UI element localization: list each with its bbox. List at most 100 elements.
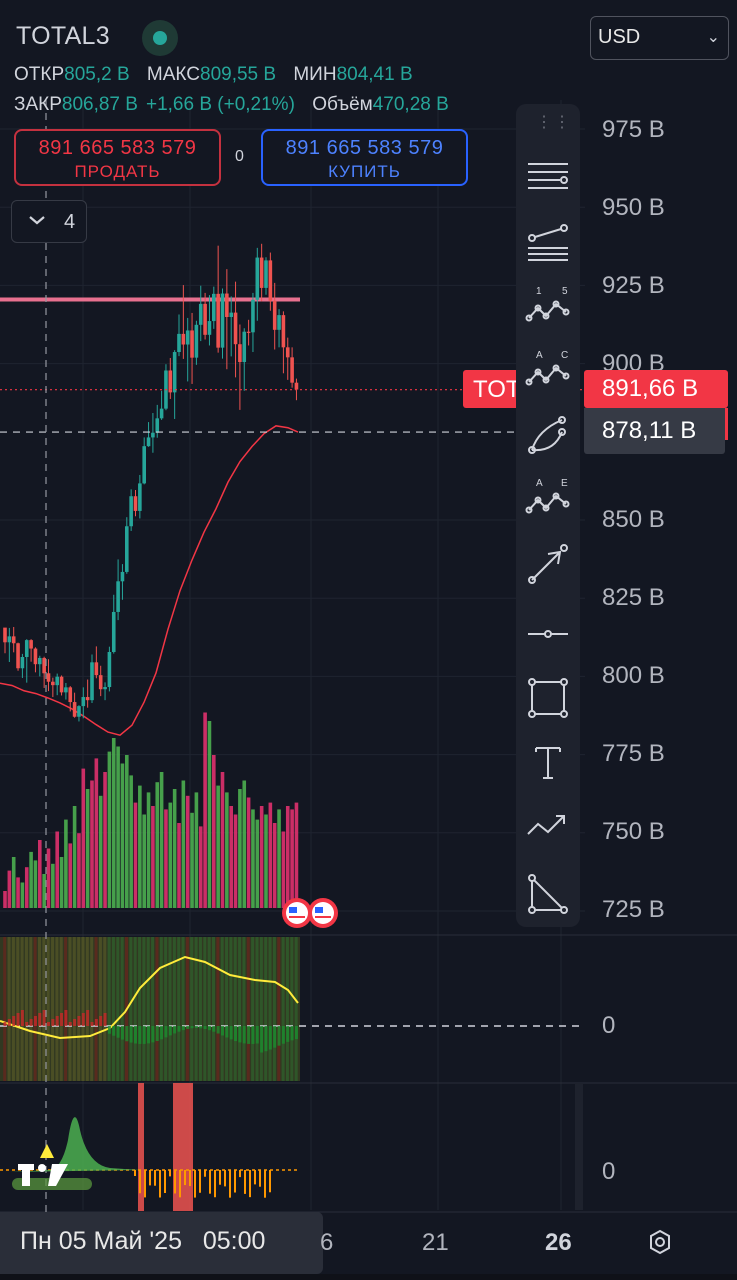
oscillator-histogram-bar [33,1016,37,1026]
oscillator-histogram-bar [234,1026,238,1042]
oscillator-histogram-bar [194,1026,198,1029]
oscillator-column [177,937,181,1081]
candle [85,679,90,708]
candle-body [7,636,12,643]
gear-icon[interactable] [644,1226,676,1258]
candle [151,413,155,453]
parallel-channel-icon[interactable] [524,218,572,266]
candle-body [81,697,86,707]
volume-bar [272,823,277,908]
oscillator-column [55,937,59,1081]
oscillator-column [212,937,215,1081]
oscillator-column [181,937,185,1081]
oscillator-histogram-bar [138,1026,142,1044]
low-value: 804,41 B [336,64,413,85]
candle-body [233,312,238,345]
oscillator-column [194,937,198,1081]
oscillator-histogram-bar [151,1026,155,1043]
oscillator-column [20,937,24,1081]
horizontal-lines-icon[interactable] [524,154,572,202]
candle-body [281,315,286,348]
oscillator-column [285,937,289,1081]
volume-bar [290,809,294,908]
oscillator-column [216,937,220,1081]
volume-bar [111,738,116,908]
candle-body [207,321,212,335]
oscillator-column [81,937,85,1081]
series-name-tag[interactable]: TOTAL3 [463,370,523,408]
oscillator-histogram-bar [164,1026,168,1038]
oscillator-histogram-bar [225,1026,229,1038]
symbol-name[interactable]: TOTAL3 [16,22,110,50]
candle [185,317,190,382]
candle [285,337,290,380]
oscillator-column [68,937,72,1081]
market-status-indicator[interactable] [142,20,178,56]
volume-bar [33,860,38,908]
oscillator-column [272,937,276,1081]
indicators-collapse-button[interactable]: 4 [11,200,87,243]
volume-bar [120,763,125,908]
oscillator-histogram-bar [20,1010,24,1026]
volume-bar [3,891,7,908]
signal-triangle-icon [40,1144,54,1158]
moving-average-line [0,425,299,737]
oscillator-column [246,937,250,1081]
volume-bar [142,814,146,908]
oscillator-column [90,937,94,1081]
candle-body [38,657,42,665]
horizontal-ray-icon[interactable] [524,610,572,658]
text-icon[interactable] [524,738,572,786]
candle [11,626,16,653]
arrow-icon[interactable] [524,540,572,588]
candle-body [155,418,160,433]
volume-bar [116,746,120,908]
candle-body [55,676,59,686]
path-icon[interactable] [524,802,572,850]
candle [203,292,207,340]
candle [194,320,199,365]
candle [111,594,116,654]
currency-select[interactable]: USD ⌄ [590,16,729,60]
candle [190,312,194,384]
sell-button[interactable]: 891 665 583 579 ПРОДАТЬ [14,129,221,186]
candle [38,655,42,677]
volume-bar [38,840,42,908]
volume-bar [181,780,186,908]
high-label: МАКС [146,64,200,85]
candle [24,639,29,683]
volume-bar [198,826,203,908]
candle [55,673,59,696]
volume-bar [194,792,199,908]
oscillator-column [103,937,107,1081]
oscillator-column [129,937,133,1081]
volume-histogram [3,712,338,928]
candle [168,357,173,399]
candle-body [242,331,247,363]
candle [116,559,120,621]
buy-button[interactable]: 891 665 583 579 КУПИТЬ [261,129,468,186]
volume-bar [7,870,12,908]
oscillator-histogram-bar [173,1026,177,1034]
candle-body [98,675,103,690]
candle [146,422,151,447]
oscillator-column [277,937,281,1081]
rectangle-icon[interactable] [524,674,572,722]
volume-bar [16,877,20,908]
oscillator-histogram-bar [242,1026,246,1044]
oscillator-column [238,937,242,1081]
candle-body [11,636,16,644]
oscillator-histogram-bar [94,1019,98,1026]
oscillator-column [251,937,255,1081]
oscillator-histogram-bar [147,1026,151,1044]
triangle-icon[interactable] [524,870,572,918]
arc-icon[interactable] [524,410,572,458]
oscillator-histogram-bar [268,1026,272,1050]
oscillator-column [72,937,76,1081]
grip-icon[interactable]: ⋮⋮ [536,114,572,131]
